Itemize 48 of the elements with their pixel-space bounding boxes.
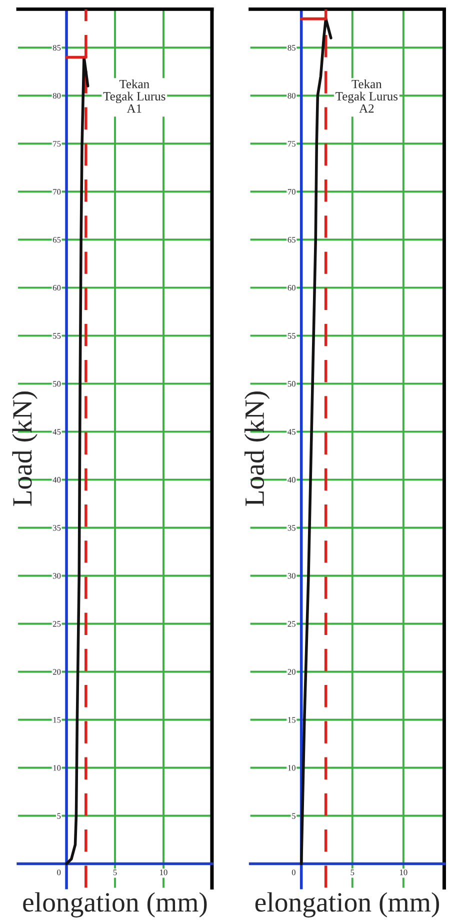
y-tick-label: 75 [288, 141, 296, 147]
y-tick-label: 40 [52, 477, 61, 483]
y-tick-label: 5 [292, 813, 296, 819]
y-tick-label: 10 [53, 765, 61, 771]
y-tick-label: 80 [288, 92, 296, 99]
y-tick-label: 15 [53, 717, 61, 723]
y-tick-label: 55 [53, 333, 61, 339]
y-tick-label: 45 [288, 429, 296, 435]
y-tick-label: 75 [53, 141, 61, 147]
y-tick-label: 30 [53, 573, 61, 579]
y-tick-label: 30 [288, 573, 296, 579]
y-tick-label: 35 [53, 525, 61, 531]
y-tick-label: 15 [288, 717, 296, 723]
x-axis-title: elongation (mm) [255, 892, 440, 918]
y-tick-label: 50 [53, 381, 61, 387]
line-series [300, 17, 332, 866]
y-tick-label: 60 [288, 285, 296, 291]
x-tick-label: 0 [292, 870, 296, 876]
y-tick-label: 40 [288, 477, 296, 483]
y-tick-label: 85 [52, 44, 61, 51]
x-tick-label: 5 [113, 870, 117, 876]
y-tick-label: 65 [52, 237, 61, 243]
y-axis-title: Load (kN) [244, 391, 270, 506]
y-tick-label: 70 [288, 188, 296, 195]
y-tick-label: 70 [53, 188, 61, 195]
y-axis-title: Load (kN) [12, 391, 38, 506]
y-tick-label: 55 [288, 333, 296, 339]
annotation: Tekan Tegak Lurus A1 [103, 79, 166, 113]
x-tick-label: 10 [400, 870, 408, 876]
y-tick-label: 25 [53, 621, 61, 627]
y-tick-label: 45 [52, 429, 61, 435]
x-axis-title: elongation (mm) [23, 892, 207, 918]
annotation: Tekan Tegak Lurus A2 [336, 79, 398, 113]
y-tick-label: 5 [57, 813, 61, 819]
y-tick-label: 80 [52, 92, 61, 99]
line-series [65, 56, 90, 866]
y-tick-label: 50 [288, 381, 296, 387]
x-tick-label: 10 [160, 870, 168, 876]
x-tick-label: 5 [350, 870, 354, 876]
y-tick-label: 35 [288, 525, 296, 531]
y-tick-label: 85 [288, 44, 296, 51]
y-tick-label: 20 [53, 669, 61, 675]
y-tick-label: 60 [52, 285, 61, 291]
y-tick-label: 20 [288, 669, 296, 675]
y-tick-label: 65 [288, 237, 296, 243]
y-tick-label: 10 [288, 765, 296, 771]
y-tick-label: 25 [288, 621, 296, 627]
x-tick-label: 0 [57, 870, 61, 876]
